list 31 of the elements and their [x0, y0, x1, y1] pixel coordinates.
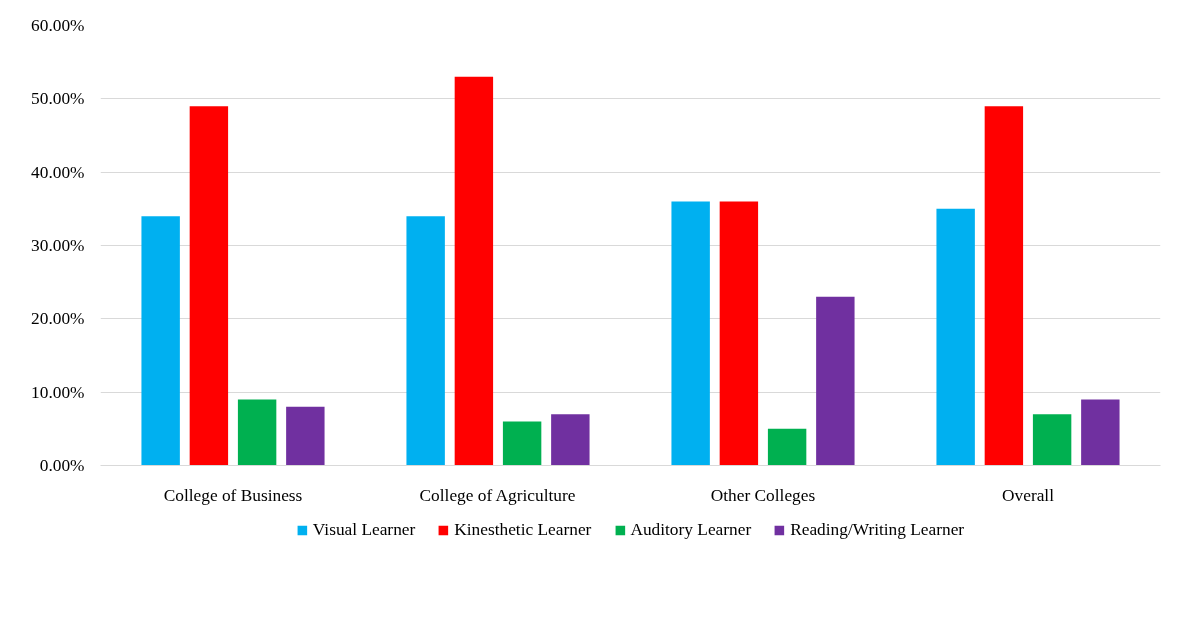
bar [1032, 414, 1072, 466]
bar [816, 296, 855, 466]
y-tick-label: 20.00% [31, 309, 85, 329]
bar [1081, 399, 1120, 466]
bar [719, 201, 759, 466]
y-tick-label: 50.00% [31, 89, 85, 109]
bar [767, 428, 807, 466]
bar [141, 216, 180, 466]
bar [984, 106, 1024, 466]
bar [502, 421, 542, 466]
x-tick-label: Overall [1002, 485, 1055, 505]
legend-label: Auditory Learner [630, 519, 752, 540]
bar [286, 406, 325, 466]
legend-label: Reading/Writing Learner [790, 519, 965, 540]
y-tick-label: 10.00% [31, 382, 85, 402]
bar [551, 414, 590, 466]
x-tick-label: College of Agriculture [419, 485, 576, 505]
legend-label: Visual Learner [312, 519, 416, 540]
legend-label: Kinesthetic Learner [454, 519, 592, 540]
y-tick-label: 30.00% [31, 236, 85, 255]
bar [936, 208, 975, 466]
y-tick-label: 40.00% [31, 162, 85, 182]
x-tick-label: Other Colleges [710, 485, 816, 505]
y-tick-label: 0.00% [39, 456, 85, 475]
x-tick-label: College of Business [163, 485, 303, 505]
y-tick-label: 60.00% [31, 16, 85, 35]
bar [671, 201, 710, 466]
bar [454, 76, 494, 466]
bar [189, 106, 229, 466]
bar [406, 216, 445, 466]
bar [237, 399, 277, 466]
